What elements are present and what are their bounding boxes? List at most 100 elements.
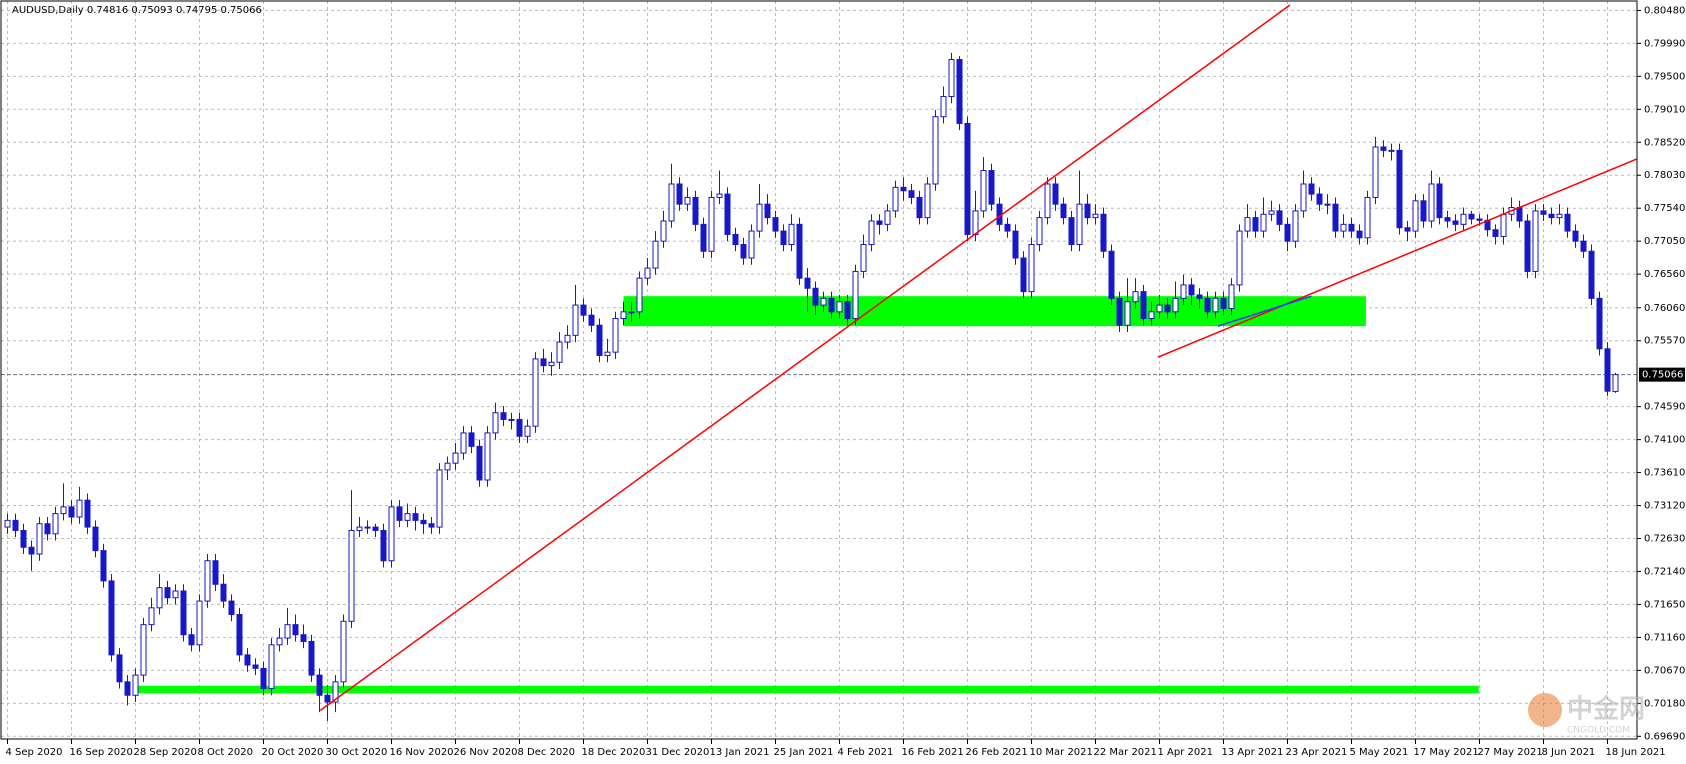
candle-body <box>1564 213 1571 232</box>
candle-body <box>796 223 803 279</box>
x-tick-label: 25 Jan 2021 <box>774 747 834 758</box>
x-tick-label: 26 Nov 2020 <box>454 747 518 758</box>
x-tick-label: 8 Oct 2020 <box>198 747 253 758</box>
y-tick-label: 0.80480 <box>1644 5 1685 16</box>
x-tick-label: 16 Feb 2021 <box>902 747 964 758</box>
candle-body <box>292 624 299 636</box>
candle-body <box>1156 304 1163 313</box>
candle-body <box>884 210 891 225</box>
candle-body <box>1260 213 1267 232</box>
candle-body <box>940 96 947 118</box>
candle-body <box>84 499 91 528</box>
candle-body <box>1452 220 1459 225</box>
candle-body <box>852 270 859 320</box>
candle-body <box>956 59 963 124</box>
candle-body <box>428 523 435 528</box>
candle-body <box>564 334 571 343</box>
y-tick-label: 0.75570 <box>1644 336 1685 347</box>
candle-body <box>1532 210 1539 272</box>
candle-body <box>772 217 779 232</box>
candle-body <box>284 624 291 639</box>
candle-body <box>196 600 203 646</box>
candle-body <box>804 277 811 289</box>
candle-body <box>1308 183 1315 195</box>
candle-body <box>252 664 259 669</box>
candle-body <box>100 550 107 582</box>
candle-body <box>1556 213 1563 219</box>
candle-body <box>52 513 59 535</box>
candle-body <box>460 432 467 454</box>
candle-body <box>572 304 579 336</box>
axes: 0.80480 0.79990 0.79500 0.79010 0.78520 0.780… <box>6 5 1686 758</box>
candle-body <box>1540 210 1547 215</box>
candle-body <box>356 526 363 531</box>
y-tick-label: 0.77540 <box>1644 203 1685 214</box>
candle-body <box>636 277 643 313</box>
candle-body <box>468 432 475 447</box>
y-tick-label: 0.78030 <box>1644 170 1685 181</box>
candle-body <box>1420 200 1427 222</box>
candle-body <box>620 311 627 320</box>
candle-body <box>148 607 155 626</box>
candle-body <box>1580 240 1587 252</box>
y-tick-label: 0.79010 <box>1644 104 1685 115</box>
candle-body <box>220 583 227 602</box>
candle-body <box>780 230 787 246</box>
x-tick-label: 30 Oct 2020 <box>326 747 388 758</box>
candle-body <box>652 240 659 269</box>
candle-body <box>788 223 795 246</box>
candle-body <box>1436 183 1443 219</box>
price-label-box <box>1639 367 1685 382</box>
candle-body <box>916 196 923 219</box>
candle-body <box>1052 183 1059 205</box>
y-tick-label: 0.69690 <box>1644 731 1685 742</box>
candle-body <box>1108 250 1115 299</box>
candle-body <box>756 203 763 232</box>
candle-body <box>12 519 19 531</box>
candle-body <box>644 267 651 279</box>
candle-body <box>300 634 307 642</box>
candle-body <box>1388 149 1395 152</box>
y-tick-label: 0.70180 <box>1644 698 1685 709</box>
candle-body <box>1140 291 1147 320</box>
candle-body <box>116 654 123 683</box>
candle-body <box>964 122 971 235</box>
candle-body <box>1148 311 1155 320</box>
plot-area <box>1 4 1637 721</box>
candle-body <box>204 560 211 602</box>
support-zone <box>623 296 1366 327</box>
x-tick-label: 13 Apr 2021 <box>1222 747 1284 758</box>
candle-body <box>716 193 723 198</box>
candle-body <box>76 499 83 518</box>
candle-body <box>1044 183 1051 219</box>
chart-title: AUDUSD,Daily 0.74816 0.75093 0.74795 0.7… <box>12 5 262 16</box>
x-tick-label: 8 Dec 2020 <box>518 747 576 758</box>
candle-body <box>308 640 315 676</box>
candle-body <box>1276 210 1283 225</box>
candle-body <box>668 183 675 222</box>
x-tick-label: 10 Mar 2021 <box>1030 747 1093 758</box>
candle-body <box>1524 220 1531 272</box>
candle-body <box>1204 297 1211 313</box>
candle-body <box>1172 297 1179 313</box>
candle-body <box>180 590 187 636</box>
candle-body <box>1252 217 1259 232</box>
candle-body <box>1348 223 1355 232</box>
candle-body <box>684 196 691 205</box>
candle-body <box>556 341 563 363</box>
x-tick-label: 16 Nov 2020 <box>390 747 454 758</box>
x-tick-label: 1 Apr 2021 <box>1158 747 1213 758</box>
candle-body <box>988 170 995 205</box>
candle-body <box>540 358 547 367</box>
candle-body <box>316 674 323 696</box>
candle-body <box>1596 297 1603 350</box>
x-tick-label: 4 Sep 2020 <box>6 747 63 758</box>
candle-body <box>484 432 491 481</box>
candle-body <box>28 546 35 555</box>
y-tick-label: 0.74590 <box>1644 402 1685 413</box>
candle-body <box>396 506 403 521</box>
trendline <box>1217 295 1312 327</box>
candle-body <box>380 529 387 562</box>
candle-body <box>580 304 587 316</box>
